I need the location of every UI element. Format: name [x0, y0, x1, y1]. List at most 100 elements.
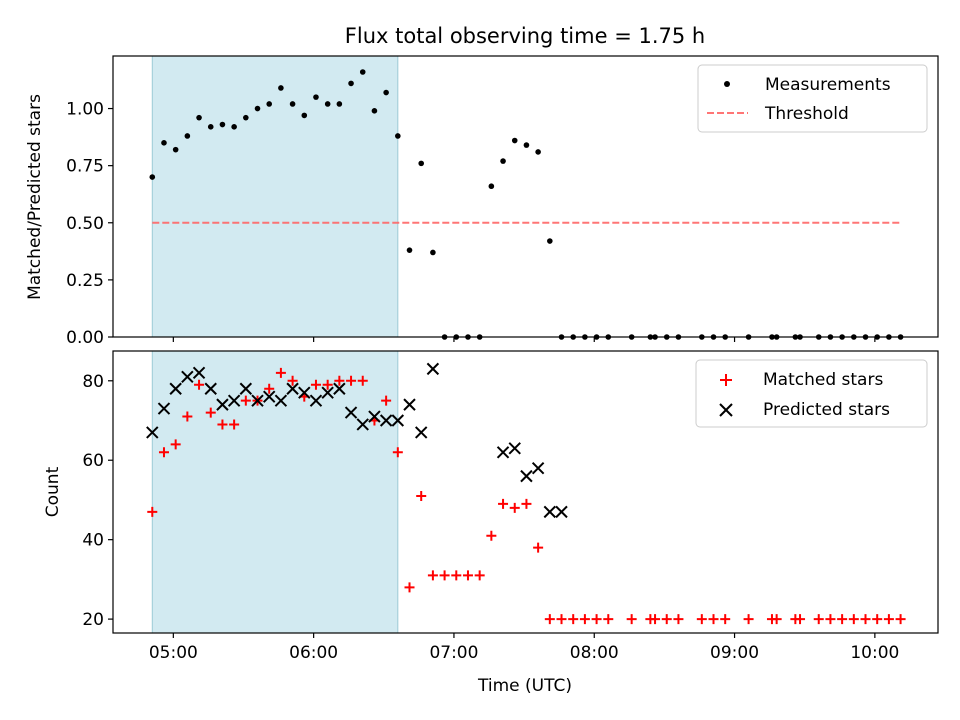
x-tick-label: 10:00 — [850, 643, 899, 663]
predicted-stars-point — [274, 394, 288, 407]
measurements-point — [207, 124, 214, 130]
matched-stars-point — [229, 419, 240, 430]
legend-matched-marker — [720, 374, 732, 386]
matched-stars-point — [392, 447, 403, 458]
measurements-point — [231, 124, 237, 130]
predicted-stars-point — [262, 390, 276, 403]
measurements-point — [254, 105, 261, 112]
predicted-stars-point — [192, 366, 206, 380]
measurements-point — [371, 108, 378, 114]
predicted-stars-point — [508, 442, 521, 455]
x-tick-label: 06:00 — [289, 643, 338, 663]
matched-stars-point — [451, 570, 462, 581]
y-tick-label: 20 — [82, 610, 104, 630]
matched-stars-point — [837, 614, 848, 625]
measurements-point — [289, 101, 296, 107]
matched-stars-point — [182, 411, 193, 422]
matched-stars-point — [287, 375, 298, 386]
matched-stars-point — [591, 614, 602, 625]
legend-predicted-marker — [719, 403, 733, 417]
matched-stars-point — [650, 614, 661, 625]
predicted-stars-point — [204, 382, 217, 395]
matched-stars-point — [462, 570, 473, 581]
predicted-stars-point — [321, 386, 334, 399]
measurements-point — [359, 69, 366, 75]
predicted-stars-point — [368, 410, 381, 423]
bottom-y-axis-label: Count — [43, 466, 63, 517]
matched-stars-point — [240, 395, 251, 406]
top-shaded-region — [151, 55, 399, 338]
top-axes-frame — [112, 55, 939, 338]
matched-stars-point — [346, 375, 357, 386]
matched-stars-point — [509, 502, 520, 513]
top-legend: Measurements Threshold — [697, 64, 928, 133]
matched-stars-point — [743, 614, 754, 625]
top-panel: 0.00 0.25 0.50 0.75 1.00 Matched/Predicted s… — [25, 55, 939, 348]
chart-title: Flux total observing time = 1.75 h — [345, 24, 705, 48]
predicted-stars-point — [426, 362, 440, 376]
measurements-point — [278, 85, 284, 91]
matched-stars-point — [357, 375, 368, 386]
measurements-point — [430, 249, 436, 256]
matched-stars-point — [533, 542, 544, 553]
predicted-stars-point — [286, 382, 299, 395]
matched-stars-point — [813, 614, 824, 625]
predicted-stars-point — [379, 414, 393, 427]
measurements-point — [301, 112, 308, 119]
predicted-stars-point — [169, 382, 182, 395]
matched-stars-point — [158, 447, 169, 458]
predicted-stars-point — [414, 426, 428, 439]
measurements-point — [547, 238, 553, 244]
top-x-tick-marks — [172, 337, 876, 342]
matched-stars-point — [310, 379, 321, 390]
matched-stars-point — [720, 614, 731, 625]
measurements-point — [324, 101, 331, 107]
measurements-point — [266, 101, 273, 107]
predicted-stars-point — [344, 406, 358, 419]
bottom-shaded-region — [151, 350, 399, 634]
predicted-stars-point — [496, 446, 510, 459]
legend-predicted-label: Predicted stars — [763, 400, 890, 420]
bottom-series-group — [146, 362, 906, 625]
top-y-axis: 0.00 0.25 0.50 0.75 1.00 — [66, 100, 113, 348]
bottom-axes-frame — [112, 350, 939, 634]
matched-stars-point — [544, 614, 555, 625]
predicted-stars-point — [520, 469, 533, 483]
predicted-stars-point — [356, 418, 369, 431]
matched-stars-point — [416, 490, 427, 501]
predicted-stars-point — [543, 505, 557, 519]
measurements-point — [395, 133, 401, 139]
matched-stars-point — [895, 614, 906, 625]
matched-stars-point — [603, 614, 614, 625]
matched-stars-point — [661, 614, 672, 625]
y-tick-label: 0.75 — [66, 157, 104, 177]
measurements-point — [511, 137, 518, 144]
x-tick-label: 08:00 — [570, 643, 619, 663]
predicted-stars-point — [531, 461, 545, 475]
y-tick-label: 0.00 — [66, 328, 104, 348]
measurements-point — [535, 149, 541, 155]
y-tick-label: 0.50 — [66, 214, 104, 234]
matched-stars-point — [795, 614, 806, 625]
matched-stars-point — [498, 498, 509, 509]
legend-measurements-label: Measurements — [765, 75, 891, 95]
y-tick-label: 40 — [82, 531, 104, 551]
matched-stars-point — [771, 614, 782, 625]
matched-stars-point — [626, 614, 637, 625]
top-y-axis-label: Matched/Predicted stars — [25, 94, 45, 300]
x-tick-label: 09:00 — [710, 643, 759, 663]
matched-stars-point — [322, 379, 333, 390]
measurements-point — [161, 140, 167, 146]
measurements-point — [196, 114, 202, 121]
predicted-stars-point — [333, 382, 346, 395]
predicted-stars-point — [555, 505, 568, 519]
predicted-stars-point — [391, 414, 405, 427]
measurements-point — [348, 80, 354, 87]
predicted-stars-point — [146, 426, 159, 439]
matched-stars-point — [427, 570, 438, 581]
legend-threshold-label: Threshold — [764, 104, 849, 124]
legend-measurements-marker — [724, 81, 730, 87]
matched-stars-point — [275, 367, 286, 378]
measurements-point — [336, 101, 343, 107]
